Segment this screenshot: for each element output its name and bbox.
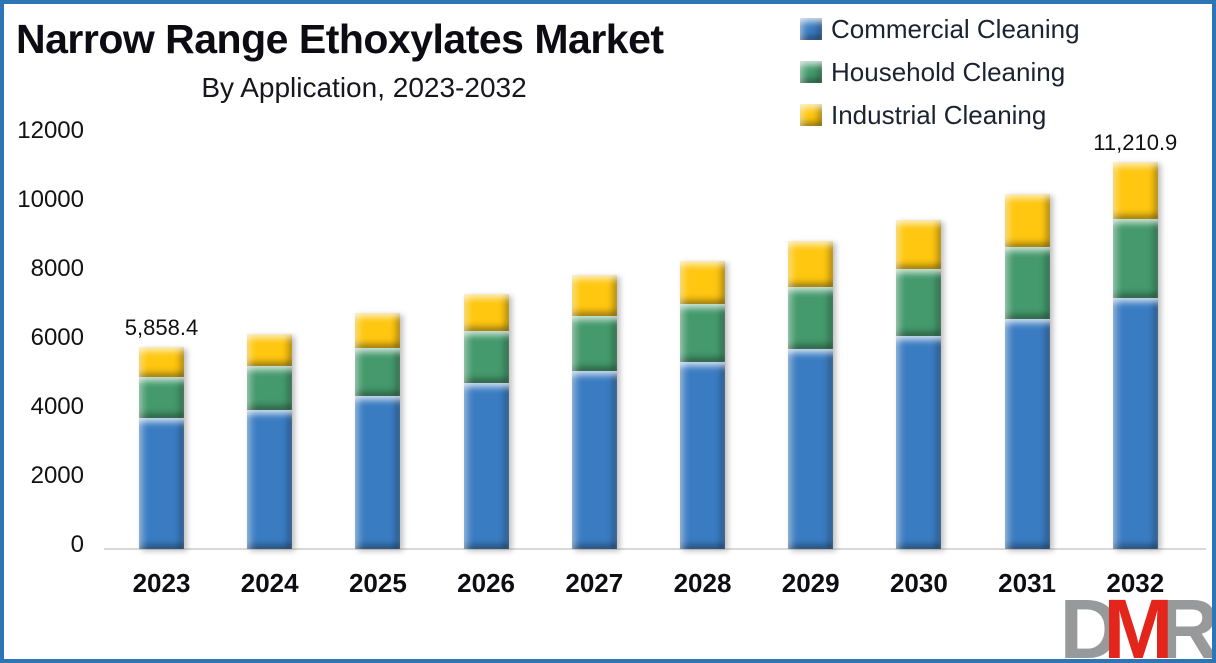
legend-item-industrial: Industrial Cleaning xyxy=(800,100,1080,130)
bar-segment-industrial-cleaning xyxy=(788,241,834,287)
legend-label: Household Cleaning xyxy=(831,56,1066,87)
bar-segment-commercial-cleaning xyxy=(463,383,509,549)
bar-segment-household-cleaning xyxy=(463,331,509,384)
bar-2030 xyxy=(896,220,942,549)
logo-letter-d: D xyxy=(1059,582,1121,663)
bar-segment-commercial-cleaning xyxy=(355,395,401,549)
bar-segment-household-cleaning xyxy=(139,376,184,418)
legend-swatch-commercial-icon xyxy=(800,18,822,40)
bar-segment-commercial-cleaning xyxy=(1004,318,1050,549)
bar-segment-commercial-cleaning xyxy=(571,371,617,549)
x-axis-label-2024: 2024 xyxy=(240,568,299,598)
bar-2028 xyxy=(680,261,725,549)
legend-label: Commercial Cleaning xyxy=(831,13,1080,44)
bar-segment-household-cleaning xyxy=(1004,246,1050,319)
x-axis-label-2031: 2031 xyxy=(998,568,1057,598)
bar-segment-commercial-cleaning xyxy=(247,409,293,549)
x-axis-baseline xyxy=(104,548,1206,550)
bar-2025 xyxy=(355,312,401,549)
plot-area: 0 2000 4000 6000 8000 10000 12000 2023 5,858.4 20… xyxy=(4,4,1212,659)
bar-segment-household-cleaning xyxy=(1112,219,1158,298)
logo-letter-r: R xyxy=(1158,582,1212,663)
x-axis-label-2026: 2026 xyxy=(457,568,516,598)
bar-segment-industrial-cleaning xyxy=(355,312,401,348)
bar-segment-household-cleaning xyxy=(355,347,401,396)
bar-segment-household-cleaning xyxy=(896,268,942,336)
bar-segment-household-cleaning xyxy=(571,315,617,372)
bar-2031 xyxy=(1004,193,1050,549)
bar-segment-industrial-cleaning xyxy=(896,220,942,269)
bar-segment-commercial-cleaning xyxy=(680,362,725,549)
bar-segment-commercial-cleaning xyxy=(896,335,942,549)
bar-2026 xyxy=(463,293,509,549)
y-tick-label: 0 xyxy=(70,531,84,558)
legend: Commercial Cleaning Household Cleaning I… xyxy=(800,14,1080,130)
chart-subtitle: By Application, 2023-2032 xyxy=(201,72,527,103)
dmr-logo: DMR xyxy=(1059,582,1212,663)
legend-item-commercial: Commercial Cleaning xyxy=(800,14,1080,44)
y-tick-label: 4000 xyxy=(30,393,84,420)
bar-segment-commercial-cleaning xyxy=(1112,297,1158,549)
x-axis-label-2023: 2023 xyxy=(132,568,191,598)
bar-2023 xyxy=(139,346,184,549)
logo-letter-m: M xyxy=(1103,582,1173,663)
bar-2032 xyxy=(1112,162,1158,549)
x-axis-label-2027: 2027 xyxy=(565,568,624,598)
data-label-2023: 5,858.4 xyxy=(124,314,199,340)
y-tick-label: 2000 xyxy=(30,462,84,489)
bar-segment-industrial-cleaning xyxy=(1004,193,1050,247)
bar-segment-industrial-cleaning xyxy=(680,261,725,304)
bar-2024 xyxy=(247,334,293,549)
y-tick-label: 8000 xyxy=(30,255,84,282)
bar-segment-industrial-cleaning xyxy=(139,346,184,377)
x-axis-label-2025: 2025 xyxy=(348,568,407,598)
legend-item-household: Household Cleaning xyxy=(800,57,1080,87)
bar-segment-commercial-cleaning xyxy=(139,417,184,549)
data-label-2032: 11,210.9 xyxy=(1093,130,1178,156)
bar-2027 xyxy=(571,275,617,549)
y-tick-label: 10000 xyxy=(17,186,84,213)
bar-segment-commercial-cleaning xyxy=(788,349,834,549)
bar-segment-household-cleaning xyxy=(788,286,834,350)
bar-segment-household-cleaning xyxy=(247,366,293,410)
legend-swatch-industrial-icon xyxy=(800,104,822,126)
x-axis-label-2030: 2030 xyxy=(889,568,948,598)
x-axis-label-2032: 2032 xyxy=(1106,568,1165,598)
legend-swatch-household-icon xyxy=(800,61,822,83)
bar-segment-industrial-cleaning xyxy=(247,334,293,367)
y-tick-label: 6000 xyxy=(30,324,84,351)
x-axis-label-2029: 2029 xyxy=(781,568,840,598)
bar-segment-industrial-cleaning xyxy=(463,293,509,332)
bar-segment-household-cleaning xyxy=(680,303,725,363)
bar-segment-industrial-cleaning xyxy=(571,275,617,316)
y-tick-label: 12000 xyxy=(17,117,84,144)
bar-2029 xyxy=(788,241,834,549)
bar-segment-industrial-cleaning xyxy=(1112,162,1158,220)
chart-title: Narrow Range Ethoxylates Market xyxy=(16,16,664,62)
x-axis-label-2028: 2028 xyxy=(673,568,732,598)
legend-label: Industrial Cleaning xyxy=(831,99,1047,130)
